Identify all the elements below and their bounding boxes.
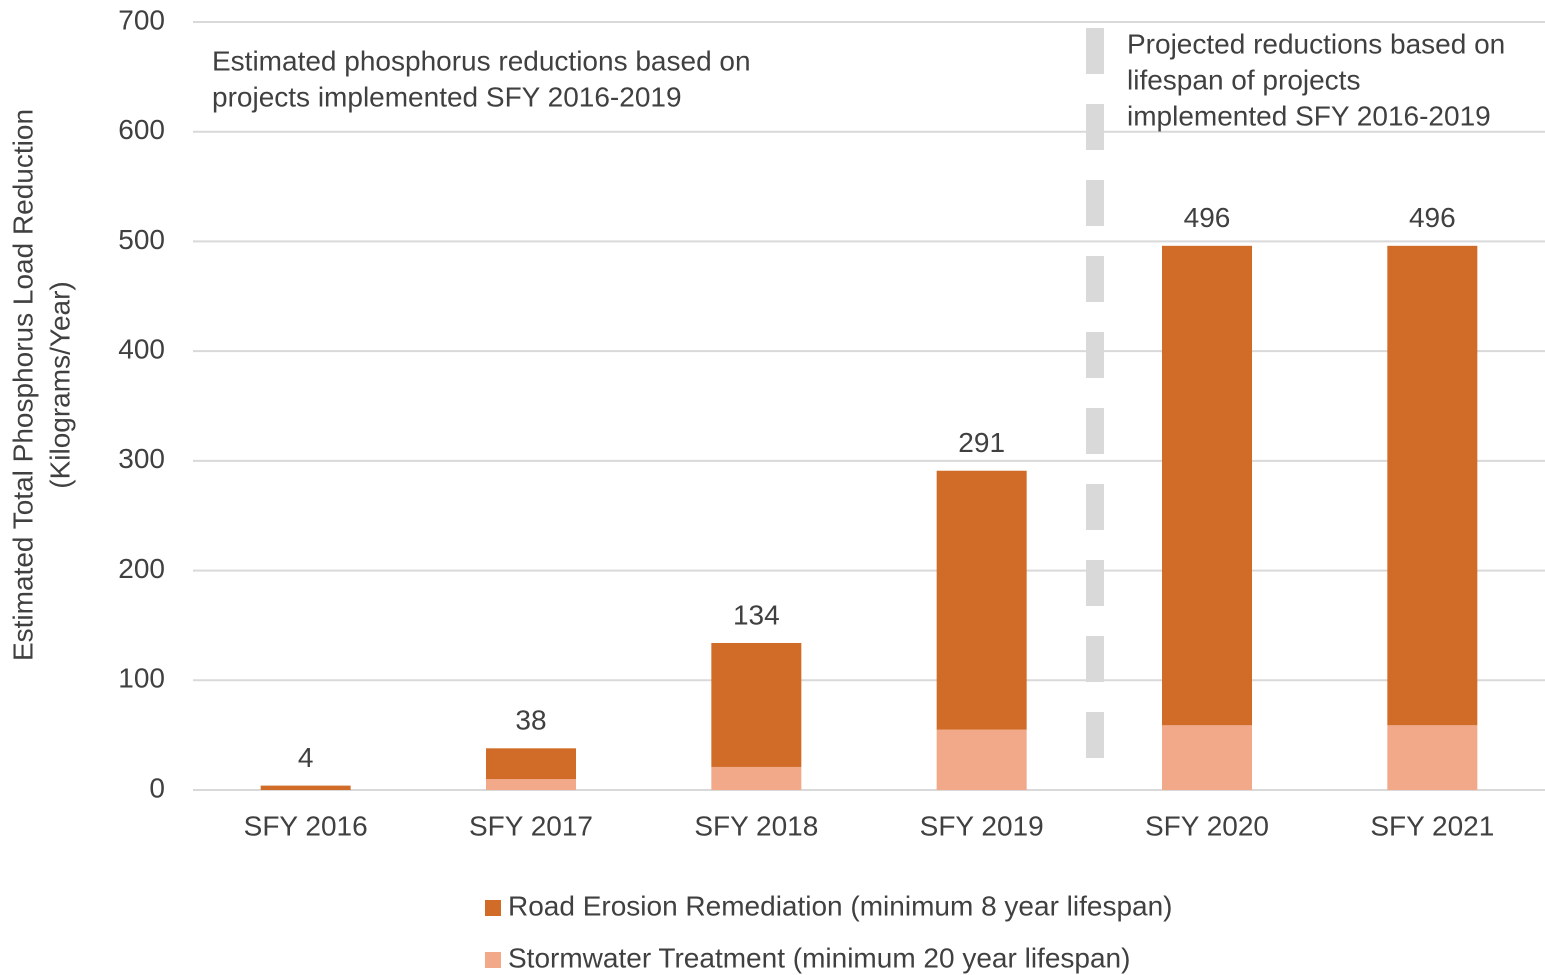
legend-label: Road Erosion Remediation (minimum 8 year… — [508, 890, 1173, 921]
total-label: 134 — [733, 599, 780, 630]
total-label: 4 — [298, 742, 314, 773]
bar-segment — [1387, 245, 1478, 726]
legend-swatch — [485, 952, 501, 968]
annotation: lifespan of projects — [1127, 64, 1360, 95]
bar-segment — [486, 748, 576, 780]
total-label: 496 — [1184, 202, 1231, 233]
y-tick-label: 700 — [118, 4, 165, 35]
x-tick-label: SFY 2017 — [469, 810, 593, 841]
bar-segment — [711, 766, 802, 790]
total-label: 496 — [1409, 202, 1456, 233]
annotation: Projected reductions based on — [1127, 28, 1505, 59]
y-tick-label: 500 — [118, 224, 165, 255]
bar-segment — [486, 779, 576, 790]
bar-segment — [260, 785, 351, 790]
x-tick-label: SFY 2020 — [1145, 810, 1269, 841]
annotation: projects implemented SFY 2016-2019 — [212, 81, 682, 112]
legend-swatch — [485, 900, 501, 916]
y-tick-label: 600 — [118, 114, 165, 145]
bar-segment — [936, 729, 1027, 790]
y-tick-label: 400 — [118, 334, 165, 365]
y-axis-title: Estimated Total Phosphorus Load Reductio… — [7, 109, 38, 661]
y-axis-title: (Kilograms/Year) — [44, 281, 75, 488]
y-tick-label: 100 — [118, 663, 165, 694]
bar-segment — [711, 642, 802, 767]
x-tick-label: SFY 2016 — [244, 810, 368, 841]
x-tick-label: SFY 2018 — [694, 810, 818, 841]
bar-segment — [1387, 725, 1478, 790]
bar-segment — [1162, 725, 1252, 790]
x-tick-label: SFY 2021 — [1370, 810, 1494, 841]
y-tick-label: 200 — [118, 553, 165, 584]
y-tick-label: 0 — [149, 772, 165, 803]
annotation: Estimated phosphorus reductions based on — [212, 45, 751, 76]
bar-segment — [1162, 245, 1252, 726]
bar-segment — [936, 470, 1027, 730]
y-tick-label: 300 — [118, 443, 165, 474]
x-tick-label: SFY 2019 — [920, 810, 1044, 841]
annotation: implemented SFY 2016-2019 — [1127, 100, 1491, 131]
legend-label: Stormwater Treatment (minimum 20 year li… — [508, 942, 1130, 973]
total-label: 291 — [958, 427, 1005, 458]
total-label: 38 — [515, 705, 546, 736]
